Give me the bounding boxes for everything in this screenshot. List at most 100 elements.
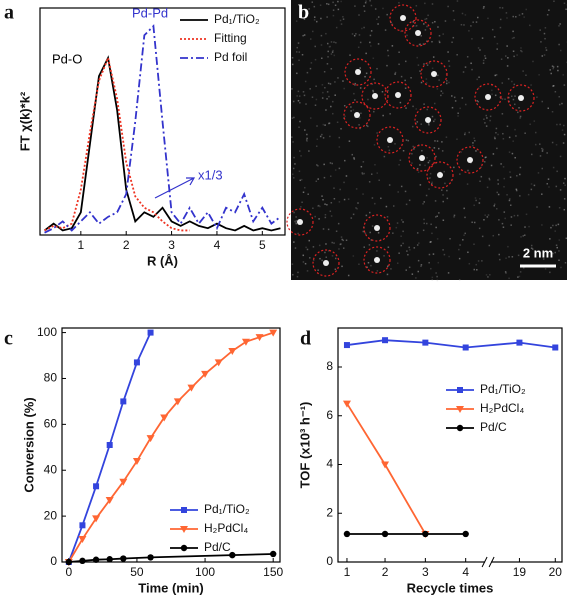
plot-frame xyxy=(61,327,281,563)
speckle xyxy=(420,123,423,125)
speckle xyxy=(431,279,434,281)
speckle xyxy=(557,223,560,226)
speckle xyxy=(342,80,344,82)
marker xyxy=(381,461,390,469)
speckle xyxy=(485,156,487,158)
marker xyxy=(92,556,100,563)
speckle xyxy=(512,15,514,18)
atom xyxy=(485,94,491,100)
speckle xyxy=(419,43,421,46)
speckle xyxy=(352,109,355,111)
speckle xyxy=(365,0,367,2)
speckle xyxy=(350,217,353,219)
speckle xyxy=(342,18,345,20)
speckle xyxy=(369,34,372,37)
y-tick-label: 100 xyxy=(37,325,57,339)
speckle xyxy=(501,113,504,115)
speckle xyxy=(356,208,358,210)
speckle xyxy=(563,208,566,211)
speckle xyxy=(332,49,334,52)
x-tick-label: 100 xyxy=(195,565,215,579)
speckle xyxy=(352,213,355,216)
speckle xyxy=(520,49,522,52)
y-tick-label: 40 xyxy=(44,462,58,476)
speckle xyxy=(464,132,466,134)
speckle xyxy=(367,98,369,101)
atom xyxy=(387,137,393,143)
speckle xyxy=(405,269,408,271)
speckle xyxy=(350,106,352,108)
speckle xyxy=(317,269,319,271)
speckle xyxy=(557,69,559,72)
speckle xyxy=(552,67,554,70)
speckle xyxy=(402,221,404,223)
speckle xyxy=(370,30,373,32)
speckle xyxy=(374,8,377,10)
speckle xyxy=(413,247,416,249)
speckle xyxy=(424,29,427,31)
speckle xyxy=(435,226,437,229)
speckle xyxy=(329,175,332,177)
speckle xyxy=(371,225,374,227)
speckle xyxy=(421,149,423,152)
speckle xyxy=(495,131,497,134)
speckle xyxy=(412,21,415,23)
speckle xyxy=(435,272,437,274)
speckle xyxy=(508,151,511,153)
speckle xyxy=(293,116,295,119)
speckle xyxy=(486,117,488,119)
speckle xyxy=(313,19,316,21)
speckle xyxy=(291,57,294,59)
speckle xyxy=(502,132,504,135)
speckle xyxy=(476,100,478,102)
speckle xyxy=(547,178,550,180)
speckle xyxy=(484,156,486,159)
speckle xyxy=(523,16,525,18)
speckle xyxy=(367,261,370,264)
speckle xyxy=(555,244,558,247)
speckle xyxy=(370,4,373,7)
speckle xyxy=(471,68,473,71)
atom-marker xyxy=(363,246,391,274)
marker xyxy=(462,344,469,351)
speckle xyxy=(552,66,555,68)
speckle xyxy=(453,166,455,169)
speckle xyxy=(325,256,328,258)
speckle xyxy=(463,234,465,236)
speckle xyxy=(428,124,430,126)
speckle xyxy=(303,94,306,97)
speckle xyxy=(556,170,558,173)
speckle xyxy=(326,203,328,206)
speckle xyxy=(436,140,439,142)
speckle xyxy=(336,121,339,124)
speckle xyxy=(448,255,450,258)
speckle xyxy=(372,57,375,60)
speckle xyxy=(538,74,540,76)
speckle xyxy=(541,150,544,152)
y-tick-label: 6 xyxy=(326,408,333,422)
speckle xyxy=(478,227,481,230)
speckle xyxy=(429,241,431,243)
speckle xyxy=(429,172,432,175)
speckle xyxy=(514,95,516,97)
speckle xyxy=(407,139,410,142)
atom-marker xyxy=(404,19,432,47)
speckle xyxy=(540,41,542,43)
marker xyxy=(422,530,429,538)
speckle xyxy=(326,16,328,18)
speckle xyxy=(377,23,379,25)
x-axis-label: Time (min) xyxy=(138,580,204,595)
speckle xyxy=(519,166,522,169)
speckle xyxy=(482,59,485,62)
atom-marker xyxy=(376,126,404,154)
speckle xyxy=(496,42,499,45)
legend-label: Fitting xyxy=(214,31,247,45)
speckle xyxy=(309,117,312,119)
marker xyxy=(382,337,389,344)
speckle xyxy=(410,77,412,79)
speckle xyxy=(484,55,486,57)
speckle xyxy=(563,124,565,127)
speckle xyxy=(548,186,550,188)
speckle xyxy=(542,148,544,151)
speckle xyxy=(546,182,549,185)
